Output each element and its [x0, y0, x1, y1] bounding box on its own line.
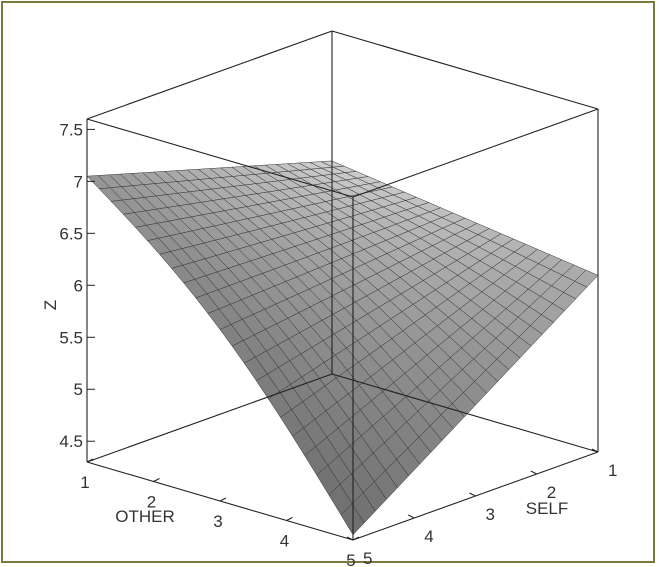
z-tick-label: 6.5 [59, 224, 83, 243]
self-axis-label: SELF [526, 499, 569, 518]
other-axis-ticks: 1 2 3 4 5 [80, 458, 360, 567]
box-top-edge [86, 30, 333, 120]
self-tick-label: 1 [608, 461, 617, 480]
surface-mesh [86, 160, 599, 536]
z-tick-label: 7 [74, 172, 83, 191]
other-axis-label: OTHER [115, 507, 175, 526]
other-tick-label: 1 [80, 473, 89, 492]
z-axis-ticks: 4.5 5 5.5 6 6.5 7 7.5 [59, 120, 95, 451]
self-tick-label: 5 [363, 549, 372, 567]
other-tick-mark [286, 517, 293, 521]
z-tick-label: 5 [74, 380, 83, 399]
other-tick-mark [352, 536, 360, 541]
self-tick-mark [346, 536, 354, 541]
self-axis-ticks: 1 2 3 4 5 [346, 448, 617, 567]
box-top-edge [352, 108, 599, 198]
self-tick-mark [469, 492, 476, 497]
other-tick-label: 5 [346, 551, 355, 567]
z-tick-label: 4.5 [59, 432, 83, 451]
self-tick-label: 4 [424, 527, 433, 546]
self-tick-label: 3 [486, 505, 495, 524]
box-top-edge [86, 118, 354, 198]
other-tick-label: 3 [213, 512, 222, 531]
other-tick-mark [153, 478, 160, 482]
box-bottom-edge [86, 373, 333, 463]
self-tick-mark [591, 448, 599, 453]
box-bottom-edge [331, 373, 599, 453]
self-tick-mark [408, 514, 415, 519]
other-tick-label: 4 [280, 532, 289, 551]
other-tick-mark [219, 497, 227, 502]
box-top-edge [331, 30, 599, 110]
self-tick-mark [530, 470, 537, 475]
z-tick-label: 7.5 [59, 120, 83, 139]
z-tick-label: 5.5 [59, 328, 83, 347]
z-axis-label: Z [41, 300, 60, 310]
z-tick-label: 6 [74, 276, 83, 295]
other-tick-mark [86, 458, 94, 463]
other-tick-label: 2 [147, 493, 156, 512]
self-tick-label: 2 [547, 483, 556, 502]
